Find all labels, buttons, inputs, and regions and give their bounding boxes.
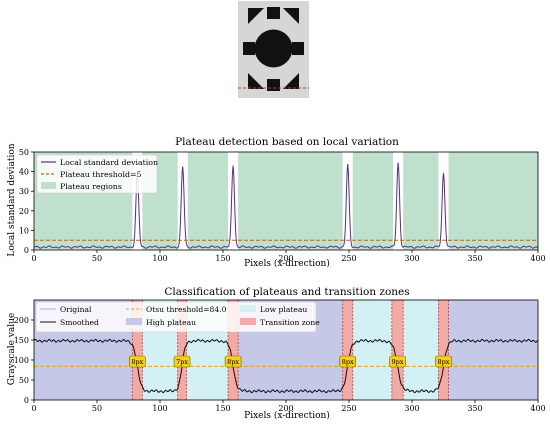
transition-zone [342,300,353,400]
plateau-region [403,152,439,250]
y-axis-label: Local standard deviation [7,143,17,256]
legend-box [36,154,158,194]
x-tick-label: 400 [530,404,545,413]
std-series-line [33,162,539,249]
low-plateau-region [403,300,439,400]
y-tick-label: 50 [19,148,29,157]
y-tick-label: 40 [19,168,29,177]
transition-width-badge [129,355,146,368]
x-tick-label: 200 [278,404,293,413]
transition-zone [132,300,143,400]
x-tick-label: 250 [341,404,356,413]
plateau-region [352,152,394,250]
x-tick-label: 200 [278,254,293,263]
x-axis-label: Pixels (x-direction) [244,410,330,421]
y-tick-label: 30 [19,187,29,196]
legend-label: Transition zone [260,318,320,327]
chart-title: Classification of plateaus and transitio… [164,286,409,298]
y-axis-label: Grayscale value [7,313,17,385]
chart-plateau-detection: Plateau detection based on local variati… [7,136,546,269]
legend-label: Local standard deviation [60,158,158,167]
legend-swatch-transition [240,318,256,325]
legend-label: Plateau regions [60,182,122,191]
x-tick-label: 50 [92,254,102,263]
transition-width-badge [435,355,452,368]
legend: Original Otsu threshold=84.0 Low plateau Sm… [35,301,320,333]
x-tick-label: 0 [31,254,36,263]
plateau-region [448,152,538,250]
transition-width-label: 8px [342,358,354,366]
y-tick-label: 20 [19,207,29,216]
y-tick-label: 100 [14,356,29,365]
x-tick-label: 100 [152,254,167,263]
smoothed-series-line [33,338,539,394]
transition-width-label: 8px [131,358,143,366]
transition-width-badge [224,355,242,368]
plateau-region [187,152,229,250]
legend-label: Smoothed [60,318,99,327]
legend-label: Low plateau [260,305,307,314]
transition-width-label: 7px [176,358,188,366]
y-tick-label: 0 [24,396,29,405]
x-tick-label: 0 [31,404,36,413]
legend-label: Otsu threshold=84.0 [146,305,227,314]
transition-width-badge [389,355,406,368]
transition-zone [228,300,239,400]
x-tick-label: 350 [467,254,482,263]
y-tick-label: 150 [14,336,29,345]
legend: Local standard deviation Plateau threshol… [36,154,158,194]
plateau-region [238,152,343,250]
x-tick-label: 150 [215,404,230,413]
x-tick-label: 50 [92,404,102,413]
chart-title: Plateau detection based on local variati… [175,136,399,148]
transition-width-badge [339,355,357,368]
x-tick-label: 400 [530,254,545,263]
high-plateau-region [448,300,538,400]
transition-width-badge [173,355,191,368]
legend-swatch-high [126,318,142,325]
legend-label: High plateau [146,318,196,327]
transition-zone [177,300,187,400]
chart-classification: Classification of plateaus and transitio… [7,286,546,421]
legend-label: Original [60,305,92,314]
transition-zone [391,300,404,400]
low-plateau-region [352,300,392,400]
x-tick-label: 150 [215,254,230,263]
x-tick-label: 300 [404,404,419,413]
y-tick-label: 0 [24,246,29,255]
x-tick-label: 100 [152,404,167,413]
x-tick-label: 300 [404,254,419,263]
transition-width-label: 9px [392,358,404,366]
transition-width-label: 8px [227,358,239,366]
x-axis-label: Pixels (x-direction) [244,258,330,269]
legend-swatch-low [240,305,256,312]
x-tick-label: 350 [467,404,482,413]
pattern-thumbnail [238,1,309,98]
y-tick-label: 50 [19,376,29,385]
transition-width-label: 8px [438,358,450,366]
y-tick-label: 200 [14,316,29,325]
x-tick-label: 250 [341,254,356,263]
transition-zone [438,300,449,400]
legend-label: Plateau threshold=5 [60,170,142,179]
y-tick-label: 10 [19,226,29,235]
legend-swatch-plateau [41,182,56,189]
